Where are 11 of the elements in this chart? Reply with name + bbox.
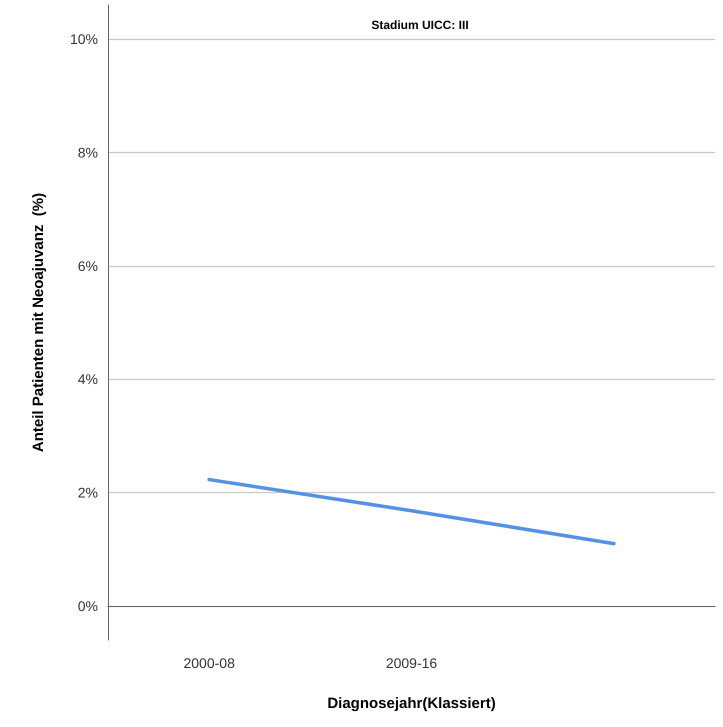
y-tick-label: 6% xyxy=(78,258,98,274)
y-axis-title: Anteil Patienten mit Neoajuvanz (%) xyxy=(30,192,47,452)
x-axis-title: Diagnosejahr(Klassiert) xyxy=(327,695,496,712)
y-tick-label: 2% xyxy=(78,484,98,501)
y-tick-label: 8% xyxy=(78,144,98,160)
y-tick-label: 0% xyxy=(78,598,98,614)
y-tick-label: 10% xyxy=(70,31,98,48)
x-tick-label: 2000-08 xyxy=(183,655,236,671)
y-tick-label: 4% xyxy=(78,371,98,388)
x-tick-label: 2009-16 xyxy=(386,655,438,671)
text: Stadium UICC: III xyxy=(371,18,469,32)
